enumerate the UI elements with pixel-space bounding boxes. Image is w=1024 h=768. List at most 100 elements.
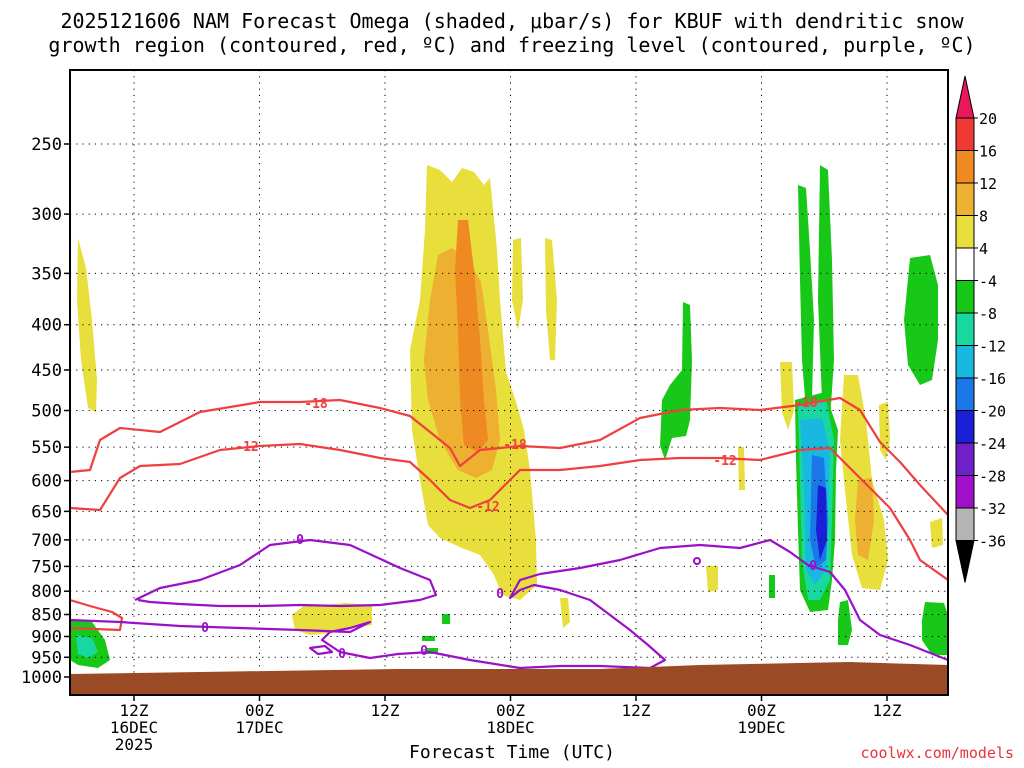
y-tick-label-400: 400 xyxy=(31,316,62,336)
freezing-dot xyxy=(693,557,701,565)
colorbar-bottom-arrow xyxy=(955,540,975,583)
shade-green-low xyxy=(838,600,852,645)
colorbar-swatch-10 xyxy=(955,410,975,444)
colorbar-swatch-1 xyxy=(955,117,975,151)
y-tick-label-1000: 1000 xyxy=(21,668,62,688)
dgz-label-12-b: -12 xyxy=(476,500,499,515)
credit-text: coolwx.com/models xyxy=(860,744,1014,762)
x-axis-label: Forecast Time (UTC) xyxy=(409,742,615,763)
x-tick-label-24-1: 17DEC xyxy=(235,718,283,737)
x-tick-label-36-0: 12Z xyxy=(371,701,400,720)
chart-title-line2: growth region (contoured, red, ºC) and f… xyxy=(48,33,976,57)
shade-green-mid xyxy=(660,302,692,460)
freezing-label-e: 0 xyxy=(496,587,504,602)
shade-orange-deep xyxy=(455,220,488,452)
freezing-label-a: 0 xyxy=(296,533,304,548)
shade-darkblue-core xyxy=(816,485,827,560)
dgz-label-18-c: -18 xyxy=(794,396,818,411)
colorbar-swatch-12 xyxy=(955,475,975,509)
shade-yellow-strip2 xyxy=(545,238,557,360)
freezing-contour-lower xyxy=(70,538,948,670)
colorbar-swatch-7 xyxy=(955,312,975,346)
shade-green-right xyxy=(904,255,938,385)
shade-green-dot2 xyxy=(422,636,435,641)
shade-yellow-small2 xyxy=(706,566,718,592)
colorbar-label-5: -4 xyxy=(979,273,997,291)
dgz-label-18-a: -18 xyxy=(304,397,328,412)
freezing-label-b: 0 xyxy=(201,621,209,636)
x-tick-label-72-1: 19DEC xyxy=(737,718,785,737)
dgz-contour-cold xyxy=(70,396,948,516)
shade-yellow-right xyxy=(780,362,794,430)
colorbar-swatch-8 xyxy=(955,345,975,379)
x-tick-label-12-2: 2025 xyxy=(115,735,154,754)
y-tick-label-500: 500 xyxy=(31,402,62,422)
dgz-label-12-a: -12 xyxy=(235,440,258,455)
dgz-contour-warm xyxy=(70,442,948,581)
y-tick-label-550: 550 xyxy=(31,438,62,458)
dgz-label-18-b: -18 xyxy=(503,438,527,453)
y-tick-label-300: 300 xyxy=(31,205,62,225)
freezing-label-c: 0 xyxy=(338,647,346,662)
colorbar-swatch-13 xyxy=(955,507,975,541)
shade-yellow-left xyxy=(77,238,97,412)
ground-fill xyxy=(70,662,948,695)
shade-green-dot1 xyxy=(442,614,450,624)
colorbar-swatch-2 xyxy=(955,150,975,184)
y-tick-label-350: 350 xyxy=(31,264,62,284)
colorbar-label-0: 20 xyxy=(979,110,997,128)
colorbar-label-3: 8 xyxy=(979,208,988,226)
freezing-label-d: 0 xyxy=(420,644,428,659)
x-tick-label-24-0: 00Z xyxy=(245,701,274,720)
freezing-contour-small xyxy=(308,644,334,656)
colorbar-swatch-11 xyxy=(955,442,975,476)
y-tick-label-950: 950 xyxy=(31,648,62,668)
pressure-gridlines xyxy=(70,70,948,695)
colorbar-label-10: -24 xyxy=(979,435,1006,453)
colorbar-swatch-3 xyxy=(955,182,975,216)
colorbar: 20 16 12 8 4 -4 -8 -12 -16 -20 -24 -28 -32 -36 xyxy=(955,75,1006,583)
colorbar-label-1: 16 xyxy=(979,143,997,161)
y-tick-label-800: 800 xyxy=(31,582,62,602)
colorbar-swatch-6 xyxy=(955,280,975,314)
shade-green-right2 xyxy=(922,602,948,655)
chart-title-line1: 2025121606 NAM Forecast Omega (shaded, μ… xyxy=(60,9,964,33)
y-tick-label-900: 900 xyxy=(31,627,62,647)
shade-teal-tl xyxy=(76,635,98,658)
shade-yellow-small1 xyxy=(560,598,570,628)
y-tick-label-250: 250 xyxy=(31,135,62,155)
plot-frame xyxy=(69,69,949,696)
y-tick-label-750: 750 xyxy=(31,557,62,577)
colorbar-label-4: 4 xyxy=(979,240,988,258)
ground-surface xyxy=(70,662,948,695)
x-tick-label-48-0: 00Z xyxy=(496,701,525,720)
colorbar-label-6: -8 xyxy=(979,305,997,323)
shade-green-vert1 xyxy=(798,185,814,410)
shade-green-vert2 xyxy=(818,165,834,420)
y-tick-label-850: 850 xyxy=(31,606,62,626)
colorbar-label-13: -36 xyxy=(979,533,1006,551)
colorbar-swatch-9 xyxy=(955,377,975,411)
dgz-label-12-c: -12 xyxy=(713,454,736,469)
x-tick-label-12-1: 16DEC xyxy=(110,718,158,737)
x-tick-label-60-0: 12Z xyxy=(622,701,651,720)
shade-orange-right xyxy=(855,478,874,560)
shade-green-dot4 xyxy=(769,575,775,598)
colorbar-label-7: -12 xyxy=(979,338,1006,356)
shade-yellow-strip xyxy=(512,238,523,330)
colorbar-swatch-4 xyxy=(955,215,975,249)
y-tick-label-450: 450 xyxy=(31,361,62,381)
x-tick-label-48-1: 18DEC xyxy=(486,718,534,737)
y-axis: 2503003504004505005506006507007508008509… xyxy=(21,135,70,688)
colorbar-swatch-5 xyxy=(955,247,975,281)
dgz-contour-low xyxy=(70,598,124,632)
y-tick-label-650: 650 xyxy=(31,502,62,522)
omega-shading xyxy=(70,165,948,668)
shade-yellow-right3 xyxy=(879,402,890,460)
colorbar-top-arrow xyxy=(955,75,975,119)
y-tick-label-700: 700 xyxy=(31,531,62,551)
colorbar-label-11: -28 xyxy=(979,468,1006,486)
x-tick-label-72-0: 00Z xyxy=(747,701,776,720)
